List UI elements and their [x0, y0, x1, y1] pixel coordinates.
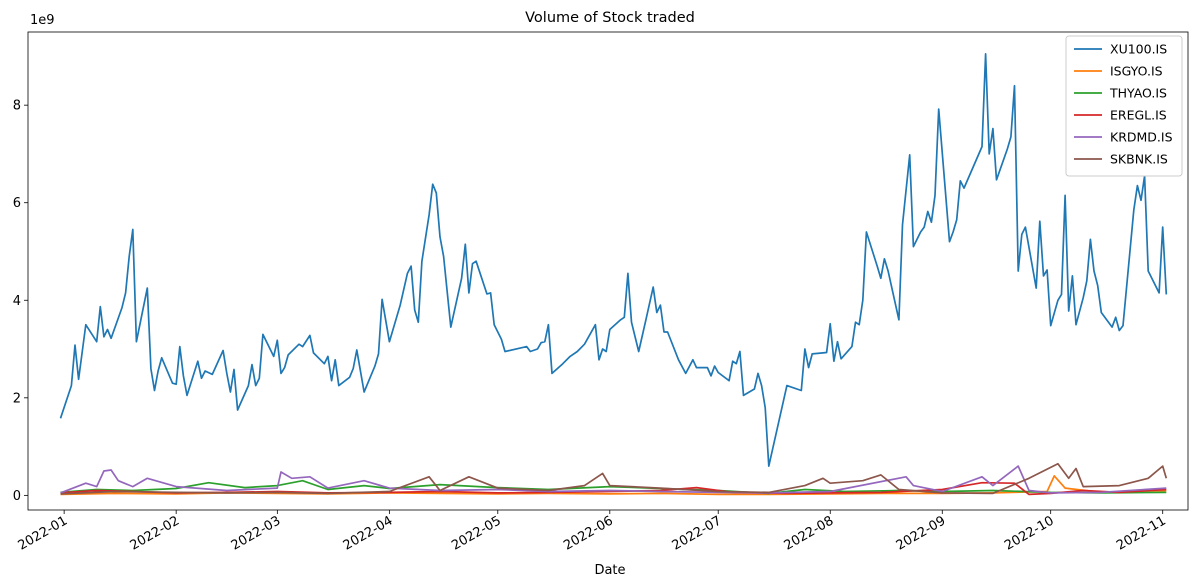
legend-label-isgyo-is: ISGYO.IS — [1110, 64, 1163, 79]
series-line-xu100-is — [59, 53, 1168, 467]
legend-label-eregl-is: EREGL.IS — [1110, 108, 1167, 123]
x-tick-label: 2022-07 — [670, 513, 725, 553]
legend-label-krdmd-is: KRDMD.IS — [1110, 130, 1173, 145]
legend-label-skbnk-is: SKBNK.IS — [1110, 152, 1168, 167]
y-tick-label: 8 — [13, 99, 21, 114]
plot-area — [27, 31, 1189, 511]
legend-label-xu100-is: XU100.IS — [1110, 42, 1167, 57]
y-tick-label: 6 — [13, 196, 21, 211]
series-line-skbnk-is — [60, 462, 1168, 495]
y-tick-label: 4 — [13, 294, 21, 309]
y-scale-label: 1e9 — [30, 13, 55, 28]
chart-title: Volume of Stock traded — [525, 10, 695, 26]
legend: XU100.IS ISGYO.IS THYAO.IS EREGL.IS KRDMD.IS… — [1065, 35, 1183, 177]
series-line-krdmd-is — [60, 465, 1167, 494]
x-tick-label: 2022-03 — [229, 513, 284, 553]
x-tick-label: 2022-08 — [782, 513, 837, 553]
plot-frame — [27, 31, 1189, 511]
x-tick-label: 2022-10 — [1002, 513, 1057, 553]
x-tick-label: 2022-09 — [894, 513, 949, 553]
y-axis: 0 2 4 6 8 — [13, 99, 28, 504]
y-tick-label: 0 — [13, 489, 21, 504]
x-tick-label: 2022-01 — [16, 513, 71, 553]
x-axis: 2022-01 2022-02 2022-03 2022-04 2022-05 2022-… — [16, 510, 1169, 554]
x-tick-label: 2022-04 — [341, 513, 396, 553]
x-axis-label: Date — [594, 563, 625, 578]
x-tick-label: 2022-02 — [128, 513, 183, 553]
series-layer — [59, 53, 1168, 496]
x-tick-label: 2022-05 — [449, 513, 504, 553]
x-tick-label: 2022-06 — [561, 513, 616, 553]
x-tick-label: 2022-11 — [1114, 513, 1169, 553]
legend-label-thyao-is: THYAO.IS — [1109, 86, 1167, 101]
y-tick-label: 2 — [13, 391, 21, 406]
